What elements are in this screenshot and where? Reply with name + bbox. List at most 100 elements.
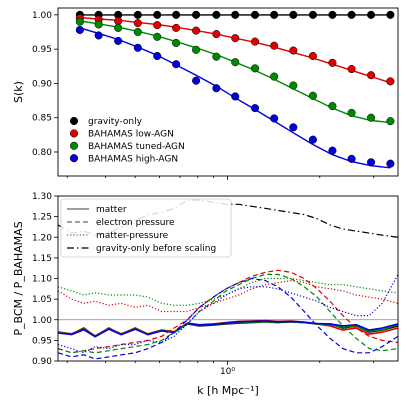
top-plot-area xyxy=(75,10,395,169)
data-point-bahamas-high-agn xyxy=(75,25,84,34)
top-frame xyxy=(57,7,399,177)
data-point-bahamas-tuned-agn xyxy=(270,72,279,81)
data-point-bahamas-high-agn xyxy=(347,154,356,163)
data-point-gravity-only xyxy=(192,10,201,19)
legend-box xyxy=(60,198,232,258)
data-point-bahamas-low-agn xyxy=(270,41,279,50)
y-tick-label: 0.90 xyxy=(32,79,52,89)
data-point-gravity-only xyxy=(172,10,181,19)
top-y-axis-label: S(k) xyxy=(12,81,25,103)
data-point-bahamas-high-agn xyxy=(366,158,376,167)
data-point-bahamas-high-agn xyxy=(386,159,395,168)
legend-label: BAHAMAS tuned-AGN xyxy=(88,142,185,152)
data-point-bahamas-low-agn xyxy=(133,19,142,28)
data-point-bahamas-high-agn xyxy=(94,31,103,40)
data-point-gravity-only xyxy=(133,10,142,19)
data-point-bahamas-tuned-agn xyxy=(366,113,376,122)
data-point-bahamas-tuned-agn xyxy=(114,23,123,32)
data-point-bahamas-tuned-agn xyxy=(386,117,395,126)
data-point-bahamas-high-agn xyxy=(153,51,162,61)
data-point-gravity-only xyxy=(328,10,337,19)
legend-label: matter xyxy=(96,205,127,215)
data-point-bahamas-high-agn xyxy=(328,146,337,155)
data-point-bahamas-low-agn xyxy=(347,64,356,74)
bottom-y-axis-label: P_BCM / P_BAHAMAS xyxy=(12,221,25,335)
data-point-bahamas-tuned-agn xyxy=(192,45,201,54)
data-point-bahamas-low-agn xyxy=(289,46,298,55)
y-tick-label: 0.95 xyxy=(32,45,52,55)
data-point-bahamas-tuned-agn xyxy=(308,91,317,100)
data-point-bahamas-high-agn xyxy=(192,76,201,85)
data-point-bahamas-low-agn xyxy=(192,26,201,35)
y-tick-label: 1.20 xyxy=(32,233,52,243)
y-tick-label: 0.95 xyxy=(32,336,52,346)
legend-marker xyxy=(69,141,79,150)
series-line-low-agn-matter-pressure xyxy=(58,279,398,313)
y-tick-label: 1.25 xyxy=(32,213,52,223)
y-tick-label: 1.00 xyxy=(32,316,52,326)
data-point-bahamas-low-agn xyxy=(212,30,221,39)
data-point-bahamas-low-agn xyxy=(308,51,317,61)
data-point-gravity-only xyxy=(386,10,395,19)
data-point-bahamas-tuned-agn xyxy=(231,58,240,67)
series-line-tuned-agn-electron-pressure xyxy=(58,273,398,354)
data-point-bahamas-high-agn xyxy=(172,60,181,69)
series-line-low-agn-electron-pressure xyxy=(58,269,398,354)
data-point-bahamas-low-agn xyxy=(250,37,260,46)
legend-label: gravity-only xyxy=(88,117,143,127)
legend-label: BAHAMAS high-AGN xyxy=(88,154,178,164)
series-line-high-agn-electron-pressure xyxy=(58,277,398,360)
y-tick-label: 0.85 xyxy=(32,114,52,124)
data-point-gravity-only xyxy=(366,10,376,19)
data-point-gravity-only xyxy=(212,10,221,19)
y-tick-label: 1.05 xyxy=(32,295,52,305)
data-point-gravity-only xyxy=(289,10,298,19)
bottom-panel: 0.90 0.95 1.00 1.05 1.10 1.15 1.20 1.25 1.30 10⁰ k… xyxy=(12,192,399,397)
data-point-bahamas-high-agn xyxy=(270,114,279,123)
data-point-bahamas-low-agn xyxy=(231,34,240,43)
data-point-bahamas-high-agn xyxy=(231,92,240,101)
data-point-bahamas-high-agn xyxy=(289,123,298,132)
series-line-high-agn-matter-pressure xyxy=(58,274,398,354)
data-point-bahamas-high-agn xyxy=(212,84,221,93)
fit-curve-bahamas-low-agn xyxy=(79,16,391,84)
data-point-gravity-only xyxy=(250,10,260,19)
y-tick-label: 1.10 xyxy=(32,275,52,285)
data-point-bahamas-low-agn xyxy=(172,23,181,32)
y-tick-label: 1.00 xyxy=(32,11,52,21)
legend-label: electron pressure xyxy=(96,218,175,228)
data-point-bahamas-tuned-agn xyxy=(133,27,142,37)
legend-marker xyxy=(69,154,79,163)
y-tick-label: 0.90 xyxy=(32,357,52,367)
data-point-bahamas-tuned-agn xyxy=(289,81,298,90)
bottom-legend: matter electron pressure matter-pressure gr… xyxy=(60,198,232,258)
data-point-bahamas-high-agn xyxy=(133,43,142,52)
y-tick-label: 1.15 xyxy=(32,254,52,264)
data-point-gravity-only xyxy=(231,10,240,19)
y-tick-label: 1.30 xyxy=(32,192,52,202)
data-point-bahamas-high-agn xyxy=(308,135,317,144)
data-point-bahamas-tuned-agn xyxy=(172,38,181,48)
series-line-high-agn-matter xyxy=(58,320,398,338)
legend-label: gravity-only before scaling xyxy=(96,244,216,254)
x-tick-label: 10⁰ xyxy=(220,367,235,377)
top-panel: 0.80 0.85 0.90 0.95 1.00 S(k) gravity-only BAHA… xyxy=(12,7,399,180)
data-point-bahamas-high-agn xyxy=(114,36,123,45)
legend-label: matter-pressure xyxy=(96,231,169,241)
legend-label: BAHAMAS low-AGN xyxy=(88,130,174,140)
data-point-gravity-only xyxy=(308,10,317,19)
data-point-bahamas-low-agn xyxy=(153,21,162,30)
data-point-bahamas-low-agn xyxy=(114,16,123,26)
data-point-bahamas-low-agn xyxy=(366,71,376,80)
data-point-gravity-only xyxy=(153,10,162,19)
data-point-gravity-only xyxy=(270,10,279,19)
data-point-bahamas-tuned-agn xyxy=(75,17,84,26)
data-point-bahamas-tuned-agn xyxy=(153,32,162,41)
x-axis-label: k [h Mpc⁻¹] xyxy=(197,384,259,397)
data-point-bahamas-tuned-agn xyxy=(328,102,337,111)
data-point-bahamas-high-agn xyxy=(250,104,260,113)
data-point-bahamas-low-agn xyxy=(386,77,395,86)
data-point-bahamas-tuned-agn xyxy=(347,108,356,117)
legend-marker xyxy=(69,129,79,138)
